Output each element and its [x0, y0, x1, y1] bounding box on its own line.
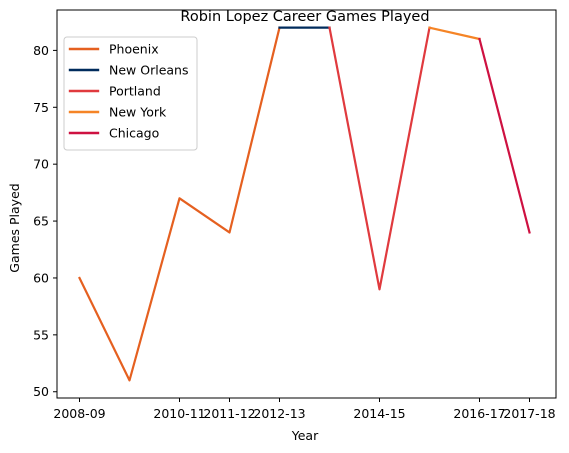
x-tick-label: 2017-18 — [503, 406, 555, 421]
x-tick-label: 2010-11 — [153, 406, 205, 421]
legend-label: Chicago — [109, 126, 159, 141]
y-tick-label: 80 — [33, 43, 49, 58]
x-tick-label: 2012-13 — [253, 406, 305, 421]
y-tick-label: 65 — [33, 214, 49, 229]
legend: Phoenix New Orleans Portland New York Chicag… — [63, 36, 198, 151]
y-tick-label: 55 — [33, 327, 49, 342]
x-tick-label: 2008-09 — [53, 406, 105, 421]
series-line-phoenix — [78, 26, 281, 382]
chart-title: Robin Lopez Career Games Played — [180, 9, 429, 25]
x-tick-label: 2016-17 — [453, 406, 505, 421]
legend-label: New Orleans — [109, 63, 188, 78]
legend-label: New York — [109, 105, 167, 120]
y-tick-label: 70 — [33, 157, 49, 172]
y-axis-ticks: 50 55 60 65 70 75 80 — [33, 43, 57, 399]
series-line-chicago — [478, 37, 531, 234]
y-axis-label: Games Played — [7, 183, 22, 272]
y-tick-label: 60 — [33, 270, 49, 285]
x-tick-label: 2011-12 — [203, 406, 255, 421]
legend-box — [63, 36, 198, 151]
series-line-portland — [328, 26, 431, 291]
y-tick-label: 75 — [33, 100, 49, 115]
legend-label: Portland — [109, 84, 161, 99]
y-tick-label: 50 — [33, 384, 49, 399]
plot-frame — [56, 9, 557, 399]
x-axis-label: Year — [291, 428, 319, 443]
x-tick-label: 2014-15 — [353, 406, 405, 421]
plot-area — [78, 26, 531, 382]
legend-label: Phoenix — [109, 42, 159, 57]
series-line-new-york — [428, 26, 481, 41]
